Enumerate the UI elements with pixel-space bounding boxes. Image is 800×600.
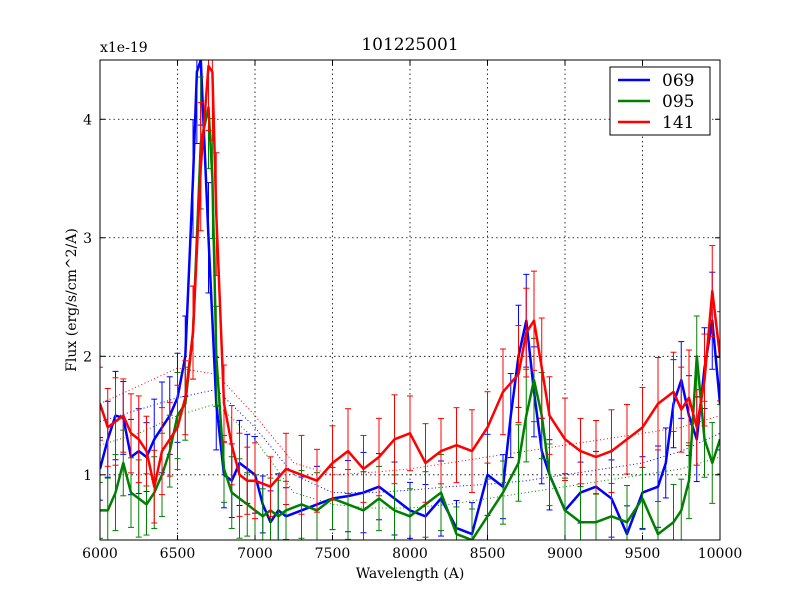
x-tick-label: 8500: [470, 546, 506, 562]
legend-label-069: 069: [662, 71, 694, 91]
x-tick-label: 9500: [625, 546, 661, 562]
x-tick-label: 9000: [547, 546, 583, 562]
y-tick-label: 1: [83, 468, 92, 484]
series-141: [100, 60, 720, 524]
legend-label-095: 095: [662, 92, 694, 112]
axis-ticks: 6000 6500 7000 7500 8000 8500 9000 9500 10000 1 2 3…: [82, 60, 742, 562]
series-line-141: [100, 64, 720, 488]
series-line-095: [100, 106, 720, 540]
x-tick-label: 6500: [160, 546, 196, 562]
y-tick-label: 3: [83, 231, 92, 247]
x-tick-label: 8000: [392, 546, 428, 562]
x-tick-label: 6000: [82, 546, 118, 562]
069-continuum-line: [100, 388, 720, 494]
y-tick-label: 4: [83, 112, 92, 128]
y-axis-label: Flux (erg/s/cm^2/A): [64, 228, 80, 372]
y-tick-label: 2: [83, 349, 92, 365]
x-axis-label: Wavelength (A): [356, 566, 465, 582]
x-tick-label: 10000: [698, 546, 743, 562]
x-tick-label: 7000: [237, 546, 273, 562]
legend-label-141: 141: [662, 113, 694, 133]
y-offset-label: x1e-19: [100, 40, 148, 56]
chart-title: 101225001: [361, 35, 458, 55]
x-tick-label: 7500: [315, 546, 351, 562]
plot-area: [100, 60, 720, 540]
